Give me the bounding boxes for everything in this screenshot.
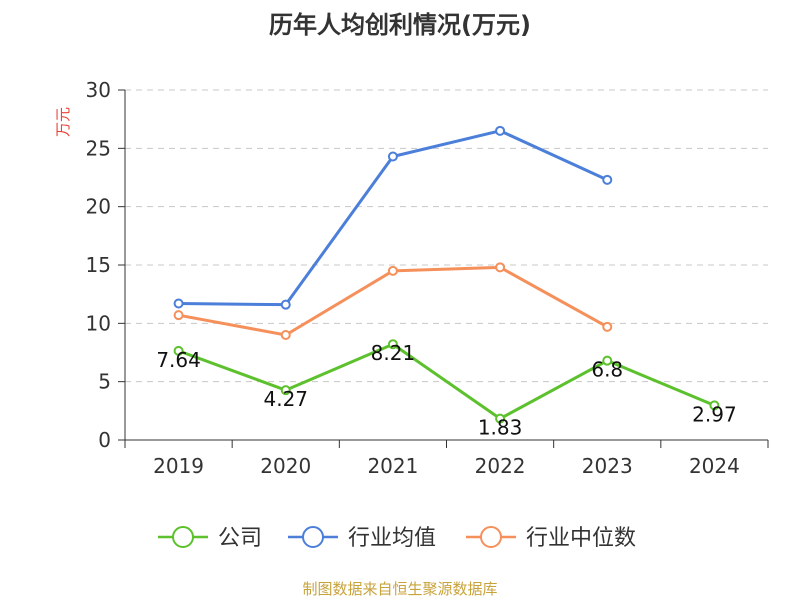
axes [118, 89, 769, 448]
chart-title: 历年人均创利情况(万元) [269, 11, 531, 39]
grid-lines [125, 89, 768, 383]
series-0-point-2021 [387, 339, 398, 350]
series-line-0 [178, 342, 715, 421]
y-tick-label-0: 0 [98, 428, 111, 452]
y-tick-label-25: 25 [86, 136, 111, 160]
legend-label-2: 行业中位数 [526, 526, 636, 551]
legend-swatch-marker-0 [172, 526, 194, 548]
series-1-point-2022 [495, 125, 506, 136]
legend: 公司 行业均值 行业中位数 [158, 526, 636, 551]
legend-swatch-marker-1 [302, 526, 324, 548]
data-label-2021: 8.21 [371, 341, 416, 365]
series-2-point-2020 [280, 330, 291, 340]
data-label-2020: 4.27 [263, 387, 308, 411]
y-tick-label-30: 30 [86, 78, 111, 102]
y-tick-label-15: 15 [86, 253, 111, 277]
x-tick-label-2024: 2024 [689, 454, 740, 478]
x-tick-label-2021: 2021 [367, 454, 418, 478]
series-0-point-2024 [709, 400, 720, 411]
legend-item-0: 公司 [158, 526, 262, 551]
legend-label-1: 行业均值 [348, 526, 436, 551]
x-tick-labels: 2019 2020 2021 2022 2023 2024 [153, 454, 740, 478]
y-tick-label-10: 10 [86, 311, 111, 335]
series-1-point-2021 [387, 151, 398, 162]
x-tick-label-2020: 2020 [260, 454, 311, 478]
data-label-2019: 7.64 [156, 348, 201, 372]
series-0-point-2023 [602, 355, 613, 366]
source-note: 制图数据来自恒生聚源数据库 [302, 580, 497, 598]
y-tick-label-20: 20 [86, 195, 111, 219]
series-2-point-2022 [495, 262, 506, 273]
series-1-point-2019 [173, 298, 184, 309]
data-labels: 7.64 4.27 8.21 1.83 6.8 2.97 [156, 341, 736, 439]
y-tick-label-5: 5 [98, 370, 111, 394]
x-tick-label-2023: 2023 [582, 454, 633, 478]
series-2-point-2019 [173, 310, 184, 321]
data-label-2023: 6.8 [591, 358, 623, 382]
series-2 [173, 262, 613, 340]
series-1-point-2020 [280, 299, 291, 310]
series-group [173, 125, 720, 424]
legend-item-2: 行业中位数 [466, 526, 636, 551]
series-0 [173, 339, 720, 424]
series-1-point-2023 [602, 174, 613, 185]
y-tick-labels: 0 5 10 15 20 25 30 [86, 78, 111, 452]
legend-label-0: 公司 [218, 526, 262, 551]
series-0-point-2019 [173, 345, 184, 356]
data-label-2024: 2.97 [692, 402, 737, 426]
legend-swatch-marker-2 [480, 526, 502, 548]
series-0-point-2022 [495, 413, 506, 424]
x-tick-label-2022: 2022 [475, 454, 526, 478]
series-2-point-2023 [602, 321, 613, 332]
data-label-2022: 1.83 [478, 416, 523, 440]
series-line-2 [178, 265, 608, 337]
series-1 [173, 125, 613, 310]
series-2-point-2021 [387, 265, 398, 276]
legend-item-1: 行业均值 [288, 526, 436, 551]
x-tick-label-2019: 2019 [153, 454, 204, 478]
series-0-point-2020 [280, 385, 291, 396]
y-axis-unit-label: 万元 [54, 107, 72, 137]
